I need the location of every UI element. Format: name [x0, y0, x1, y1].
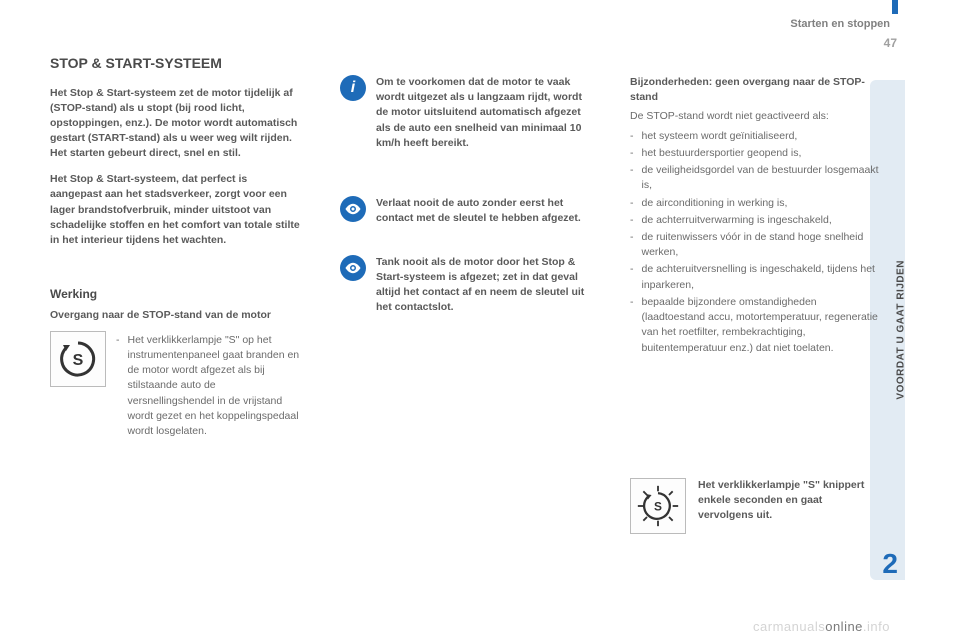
side-label: VOORDAT U GAAT RIJDEN [896, 260, 907, 400]
page-number: 47 [884, 36, 897, 50]
blink-note: S Het verklikkerlampje "S" knippert enke… [630, 478, 880, 534]
working-title: Werking [50, 286, 300, 303]
exceptions-title: Bijzonderheden: geen overgang naar de ST… [630, 75, 880, 105]
eye-icon [340, 196, 366, 222]
list-item: -de achterruitverwarming is ingeschakeld… [630, 213, 880, 228]
intro-paragraph-2: Het Stop & Start-systeem, dat perfect is… [50, 172, 300, 248]
info-note-1: i Om te voorkomen dat de motor te vaak w… [340, 75, 590, 151]
svg-text:S: S [654, 499, 662, 513]
list-item: -bepaalde bijzondere omstandigheden (laa… [630, 295, 880, 356]
svg-text:S: S [73, 352, 84, 369]
footer-watermark: carmanualsonline.info [753, 619, 890, 634]
list-item: -de veiligheidsgordel van de bestuurder … [630, 163, 880, 193]
list-item: -het systeem wordt geïnitialiseerd, [630, 129, 880, 144]
s-blink-icon: S [630, 478, 686, 534]
working-item-text: Het verklikkerlampje "S" op het instrume… [128, 333, 301, 440]
footer-part-3: .info [863, 619, 890, 634]
intro-paragraph-1: Het Stop & Start-systeem zet de motor ti… [50, 86, 300, 162]
list-item: -de airconditioning in werking is, [630, 196, 880, 211]
list-item: -de achteruitversnelling is ingeschakeld… [630, 262, 880, 292]
info-icon: i [340, 75, 366, 101]
info-note-3-text: Tank nooit als de motor door het Stop & … [376, 255, 590, 316]
column-2: i Om te voorkomen dat de motor te vaak w… [340, 75, 590, 341]
exceptions-list: -het systeem wordt geïnitialiseerd, -het… [630, 129, 880, 356]
info-note-2-text: Verlaat nooit de auto zonder eerst het c… [376, 196, 590, 226]
footer-part-1: carmanuals [753, 619, 825, 634]
working-subtitle: Overgang naar de STOP-stand van de motor [50, 308, 300, 323]
column-3: Bijzonderheden: geen overgang naar de ST… [630, 75, 880, 534]
info-note-3: Tank nooit als de motor door het Stop & … [340, 255, 590, 316]
section-title: STOP & START-SYSTEEM [50, 55, 222, 71]
working-item: S -Het verklikkerlampje "S" op het instr… [50, 329, 300, 442]
eye-icon [340, 255, 366, 281]
chapter-number: 2 [882, 548, 898, 580]
s-indicator-icon: S [50, 331, 106, 387]
info-note-1-text: Om te voorkomen dat de motor te vaak wor… [376, 75, 590, 151]
breadcrumb: Starten en stoppen [790, 18, 890, 30]
manual-page: Starten en stoppen 47 VOORDAT U GAAT RIJ… [0, 0, 960, 640]
list-item: -de ruitenwissers vóór in de stand hoge … [630, 230, 880, 260]
exceptions-lead: De STOP-stand wordt niet geactiveerd als… [630, 109, 880, 124]
list-item: -het bestuurdersportier geopend is, [630, 146, 880, 161]
column-1: Het Stop & Start-systeem zet de motor ti… [50, 75, 300, 441]
blink-note-text: Het verklikkerlampje "S" knippert enkele… [698, 478, 880, 524]
info-note-2: Verlaat nooit de auto zonder eerst het c… [340, 196, 590, 226]
footer-part-2: online [825, 619, 863, 634]
header-accent [892, 0, 898, 14]
